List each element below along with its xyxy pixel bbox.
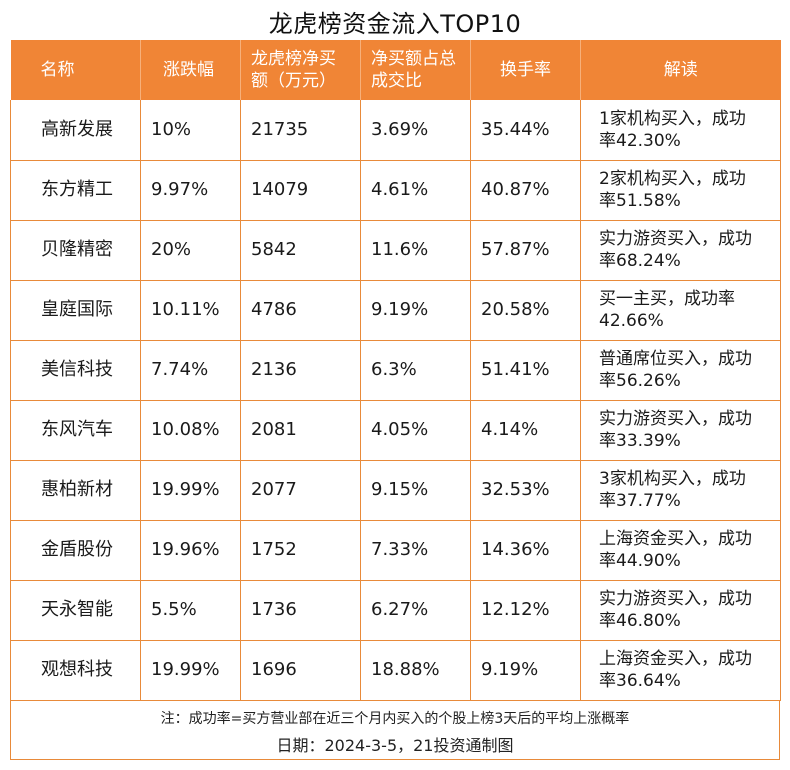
analysis-cell: 上海资金买入，成功率44.90% (580, 520, 781, 581)
stock-name: 高新发展 (10, 100, 141, 161)
analysis-cell: 实力游资买入，成功率33.39% (580, 400, 781, 461)
analysis-cell: 买一主买，成功率42.66% (580, 280, 781, 341)
table-row: 高新发展 10% 21735 3.69% 35.44% 1家机构买入，成功率42.30% (10, 100, 781, 161)
stock-name: 贝隆精密 (10, 220, 141, 281)
ratio-cell: 3.69% (360, 100, 471, 161)
analysis-cell: 实力游资买入，成功率68.24% (580, 220, 781, 281)
header-ratio: 净买额占总成交比 (360, 40, 471, 100)
page-title: 龙虎榜资金流入TOP10 (268, 10, 522, 38)
change-cell: 7.74% (140, 340, 241, 401)
footer-note: 注：成功率=买方营业部在近三个月内买入的个股上榜3天后的平均上涨概率 (160, 711, 630, 727)
header-change: 涨跌幅 (140, 40, 241, 100)
turnover-cell: 20.58% (470, 280, 581, 341)
turnover-cell: 9.19% (470, 640, 581, 701)
analysis-cell: 3家机构买入，成功率37.77% (580, 460, 781, 521)
ratio-cell: 9.19% (360, 280, 471, 341)
stock-name: 东方精工 (10, 160, 141, 221)
ratio-cell: 11.6% (360, 220, 471, 281)
net-buy-cell: 2077 (240, 460, 361, 521)
net-buy-cell: 21735 (240, 100, 361, 161)
ratio-cell: 9.15% (360, 460, 471, 521)
analysis-cell: 2家机构买入，成功率51.58% (580, 160, 781, 221)
header-turnover: 换手率 (470, 40, 581, 100)
change-cell: 9.97% (140, 160, 241, 221)
change-cell: 20% (140, 220, 241, 281)
ratio-cell: 6.27% (360, 580, 471, 641)
stock-name: 惠柏新材 (10, 460, 141, 521)
fund-inflow-table: 名称 涨跌幅 龙虎榜净买额（万元） 净买额占总成交比 换手率 解读 高新发展 10… (10, 40, 781, 701)
ratio-cell: 6.3% (360, 340, 471, 401)
table-header-row: 名称 涨跌幅 龙虎榜净买额（万元） 净买额占总成交比 换手率 解读 (10, 40, 781, 100)
change-cell: 5.5% (140, 580, 241, 641)
change-cell: 19.96% (140, 520, 241, 581)
analysis-cell: 1家机构买入，成功率42.30% (580, 100, 781, 161)
footer: 注：成功率=买方营业部在近三个月内买入的个股上榜3天后的平均上涨概率 日期：20… (10, 700, 780, 760)
table-row: 观想科技 19.99% 1696 18.88% 9.19% 上海资金买入，成功率36.64… (10, 640, 781, 701)
net-buy-cell: 4786 (240, 280, 361, 341)
table-row: 天永智能 5.5% 1736 6.27% 12.12% 实力游资买入，成功率46.80% (10, 580, 781, 641)
table-row: 贝隆精密 20% 5842 11.6% 57.87% 实力游资买入，成功率68.24% (10, 220, 781, 281)
net-buy-cell: 1752 (240, 520, 361, 581)
change-cell: 10% (140, 100, 241, 161)
analysis-cell: 上海资金买入，成功率36.64% (580, 640, 781, 701)
stock-name: 皇庭国际 (10, 280, 141, 341)
footer-date: 日期：2024-3-5，21投资通制图 (276, 736, 514, 755)
table-row: 皇庭国际 10.11% 4786 9.19% 20.58% 买一主买，成功率42.66% (10, 280, 781, 341)
stock-name: 美信科技 (10, 340, 141, 401)
table-row: 美信科技 7.74% 2136 6.3% 51.41% 普通席位买入，成功率56.26% (10, 340, 781, 401)
turnover-cell: 14.36% (470, 520, 581, 581)
net-buy-cell: 1736 (240, 580, 361, 641)
ratio-cell: 4.61% (360, 160, 471, 221)
analysis-cell: 普通席位买入，成功率56.26% (580, 340, 781, 401)
turnover-cell: 57.87% (470, 220, 581, 281)
turnover-cell: 32.53% (470, 460, 581, 521)
header-analysis: 解读 (580, 40, 781, 100)
net-buy-cell: 2136 (240, 340, 361, 401)
net-buy-cell: 1696 (240, 640, 361, 701)
net-buy-cell: 2081 (240, 400, 361, 461)
change-cell: 19.99% (140, 460, 241, 521)
table-row: 惠柏新材 19.99% 2077 9.15% 32.53% 3家机构买入，成功率37.77… (10, 460, 781, 521)
turnover-cell: 40.87% (470, 160, 581, 221)
stock-name: 东风汽车 (10, 400, 141, 461)
ratio-cell: 7.33% (360, 520, 471, 581)
turnover-cell: 12.12% (470, 580, 581, 641)
turnover-cell: 4.14% (470, 400, 581, 461)
change-cell: 19.99% (140, 640, 241, 701)
net-buy-cell: 14079 (240, 160, 361, 221)
header-net-buy: 龙虎榜净买额（万元） (240, 40, 361, 100)
ratio-cell: 4.05% (360, 400, 471, 461)
turnover-cell: 51.41% (470, 340, 581, 401)
table-row: 金盾股份 19.96% 1752 7.33% 14.36% 上海资金买入，成功率44.90… (10, 520, 781, 581)
ratio-cell: 18.88% (360, 640, 471, 701)
stock-name: 观想科技 (10, 640, 141, 701)
table-row: 东方精工 9.97% 14079 4.61% 40.87% 2家机构买入，成功率51.58… (10, 160, 781, 221)
header-name: 名称 (10, 40, 141, 100)
stock-name: 金盾股份 (10, 520, 141, 581)
turnover-cell: 35.44% (470, 100, 581, 161)
analysis-cell: 实力游资买入，成功率46.80% (580, 580, 781, 641)
change-cell: 10.11% (140, 280, 241, 341)
net-buy-cell: 5842 (240, 220, 361, 281)
change-cell: 10.08% (140, 400, 241, 461)
table-row: 东风汽车 10.08% 2081 4.05% 4.14% 实力游资买入，成功率33.39% (10, 400, 781, 461)
stock-name: 天永智能 (10, 580, 141, 641)
